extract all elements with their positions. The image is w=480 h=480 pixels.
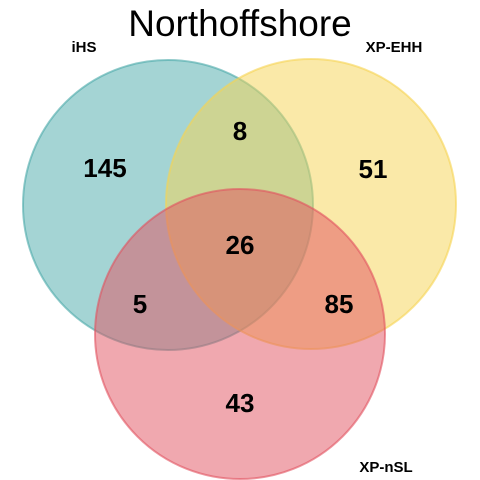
region-ihs-xpehh: 8 [233,116,247,146]
region-ihs-xpnsl: 5 [133,289,147,319]
region-ihs-only: 145 [83,153,126,183]
set-label-xpnsl: XP-nSL [359,459,412,476]
set-label-ihs: iHS [71,39,96,56]
region-xpehh-only: 51 [359,154,388,184]
chart-title: Northoffshore [128,3,352,44]
region-xpnsl-only: 43 [226,388,255,418]
set-circle-xpnsl [94,188,386,480]
region-all-three: 26 [226,230,255,260]
set-label-xpehh: XP-EHH [366,39,423,56]
region-xpehh-xpnsl: 85 [325,289,354,319]
